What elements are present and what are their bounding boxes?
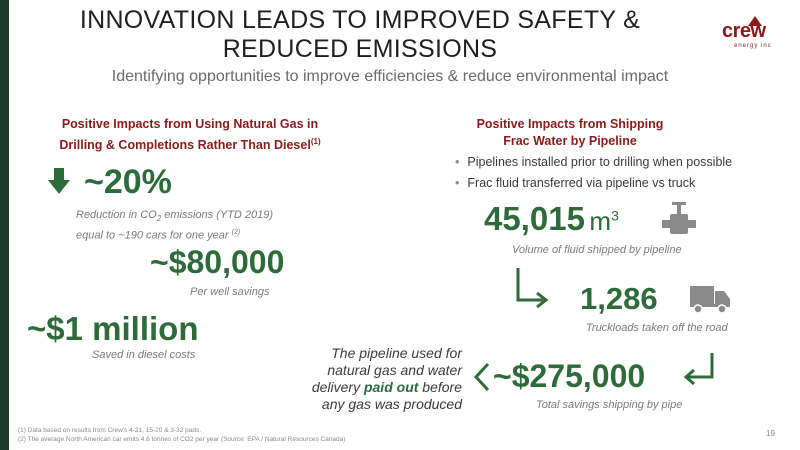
truckloads-desc: Truckloads taken off the road bbox=[586, 322, 728, 334]
truck-icon bbox=[690, 286, 730, 314]
per-well-savings-value: ~$80,000 bbox=[150, 244, 285, 280]
emission-reduction-desc: Reduction in CO2 emissions (YTD 2019) eq… bbox=[76, 209, 274, 242]
left-header: Positive Impacts from Using Natural Gas … bbox=[59, 117, 321, 153]
bullet-item: • Pipelines installed prior to drilling w… bbox=[455, 155, 733, 169]
diesel-savings-value: ~$1 million bbox=[27, 310, 199, 347]
footnote-2: (2) The average North American car emits… bbox=[18, 436, 346, 443]
diesel-savings-desc: Saved in diesel costs bbox=[92, 349, 196, 361]
valve-icon bbox=[662, 202, 696, 234]
bullet-item: • Frac fluid transferred via pipeline vs … bbox=[455, 176, 696, 190]
per-well-savings-desc: Per well savings bbox=[190, 286, 270, 298]
return-arrow-icon bbox=[683, 353, 714, 385]
total-savings-value: ~$275,000 bbox=[493, 358, 646, 394]
down-arrow-icon bbox=[48, 168, 70, 194]
pipeline-volume-desc: Volume of fluid shipped by pipeline bbox=[512, 244, 682, 256]
pipeline-volume-value: 45,015 bbox=[484, 200, 585, 237]
pipeline-payout-note: The pipeline used for natural gas and wa… bbox=[311, 345, 462, 412]
logo-mark-icon bbox=[748, 16, 762, 26]
emission-reduction-value: ~20% bbox=[84, 163, 172, 201]
sidebar-bar bbox=[0, 0, 9, 450]
total-savings-desc: Total savings shipping by pipe bbox=[536, 399, 683, 411]
truckloads-value: 1,286 bbox=[580, 281, 658, 316]
left-chevron-icon bbox=[473, 362, 490, 392]
logo-text: crew bbox=[722, 20, 766, 42]
page-title: INNOVATION LEADS TO IMPROVED SAFETY & RE… bbox=[79, 6, 641, 63]
pipeline-volume-stat: 45,015 m3 bbox=[484, 200, 619, 238]
logo-subtext: energy inc bbox=[734, 43, 772, 49]
right-header: Positive Impacts from Shipping Frac Wate… bbox=[476, 117, 664, 148]
turn-arrow-icon bbox=[516, 268, 549, 309]
page-subtitle: Identifying opportunities to improve eff… bbox=[111, 68, 669, 85]
company-logo: crew energy inc bbox=[722, 14, 782, 58]
footnote-1: (1) Data based on results from Crew’s 4-… bbox=[18, 427, 202, 434]
page-number: 19 bbox=[766, 429, 775, 438]
pipeline-volume-unit: m3 bbox=[589, 206, 619, 236]
